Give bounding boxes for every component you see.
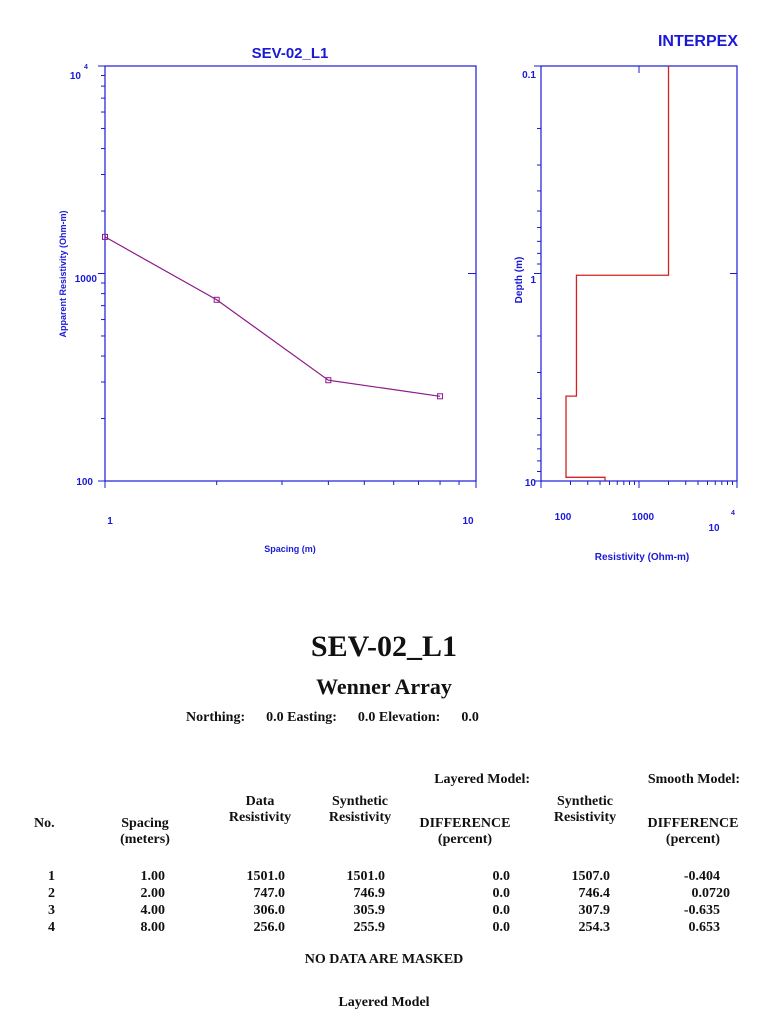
- model-y-tick-label: 1: [530, 275, 536, 286]
- cell-diff-layered: 0.0: [492, 903, 511, 918]
- cell-diff-layered: 0.0: [492, 869, 511, 884]
- cell-syn-smooth: 254.3: [578, 920, 611, 935]
- curve-line: [104, 236, 441, 397]
- cell-syn-layered: 746.9: [353, 886, 386, 901]
- cell-spacing: 8.00: [140, 920, 166, 935]
- col-spacing-header: Spacing: [121, 816, 169, 831]
- curve-chart-xlabel: Spacing (m): [264, 544, 316, 554]
- cell-no: 4: [48, 920, 55, 935]
- curve-y-tick-label: 10: [70, 71, 82, 82]
- data-point-marker: [213, 296, 220, 303]
- col-difference-layered-header: DIFFERENCE: [419, 816, 511, 831]
- layered-model-title: Layered Model: [338, 995, 430, 1010]
- cell-syn-smooth: 746.4: [578, 886, 611, 901]
- plots-svg: INTERPEX SEV-02_L1 Spacing (m) Apparent …: [58, 33, 738, 563]
- plots-area: INTERPEX SEV-02_L1 Spacing (m) Apparent …: [58, 33, 738, 563]
- cell-syn-layered: 305.9: [353, 903, 386, 918]
- cell-syn-layered: 255.9: [353, 920, 386, 935]
- curve-x-tick-label: 10: [462, 516, 474, 527]
- report-subtitle: Wenner Array: [316, 674, 452, 699]
- cell-data: 256.0: [253, 920, 286, 935]
- col-synthetic-smooth-header: Synthetic: [557, 794, 613, 809]
- curve-y-tick-exponent: 4: [84, 64, 88, 71]
- col-data-resistivity-header: Resistivity: [228, 810, 292, 825]
- mask-note: NO DATA ARE MASKED: [304, 952, 464, 967]
- cell-syn-smooth: 307.9: [578, 903, 611, 918]
- model-x-tick-exponent: 4: [731, 510, 735, 517]
- cell-syn-layered: 1501.0: [346, 869, 386, 884]
- model-x-tick-label: 100: [555, 512, 572, 523]
- model-x-tick-label: 1000: [632, 512, 655, 523]
- data-point-marker: [437, 393, 444, 400]
- model-chart-xlabel: Resistivity (Ohm-m): [595, 552, 689, 563]
- cell-data: 306.0: [253, 903, 286, 918]
- model-y-tick-label: 0.1: [522, 70, 536, 81]
- model-series: [565, 66, 670, 481]
- model-chart-ticks: [534, 65, 738, 488]
- cell-diff-smooth: 0.0720: [691, 886, 731, 901]
- cell-no: 2: [48, 886, 55, 901]
- model-chart-ylabel: Depth (m): [514, 257, 525, 304]
- cell-syn-smooth: 1507.0: [571, 869, 611, 884]
- col-percent-smooth: (percent): [665, 832, 721, 847]
- brand-label: INTERPEX: [658, 33, 738, 50]
- cell-data: 747.0: [253, 886, 286, 901]
- col-synthetic-smooth-resistivity: Resistivity: [553, 810, 617, 825]
- cell-diff-layered: 0.0: [492, 886, 511, 901]
- layered-model-line: [565, 66, 670, 481]
- curve-chart-title: SEV-02_L1: [252, 45, 329, 62]
- curve-chart-ticks: [98, 65, 477, 488]
- model-chart: Resistivity (Ohm-m) Depth (m) 100 1000 1…: [514, 65, 738, 563]
- cell-diff-smooth: -0.635: [683, 903, 720, 918]
- curve-y-tick-label: 100: [76, 477, 93, 488]
- model-y-tick-label: 10: [525, 478, 537, 489]
- model-x-tick-label: 10: [708, 523, 720, 534]
- report-coordinates: Northing: 0.0 Easting: 0.0 Elevation: 0.…: [186, 710, 479, 725]
- data-point-marker: [325, 377, 332, 384]
- report-title: SEV-02_L1: [310, 630, 458, 663]
- cell-data: 1501.0: [246, 869, 286, 884]
- layered-model-header: Layered Model:: [434, 772, 530, 787]
- col-spacing-units: (meters): [120, 832, 170, 847]
- col-synthetic-layered-header: Synthetic: [332, 794, 388, 809]
- curve-x-tick-label: 1: [107, 516, 113, 527]
- cell-diff-smooth: -0.404: [683, 869, 720, 884]
- smooth-model-header: Smooth Model:: [647, 772, 740, 787]
- cell-spacing: 1.00: [140, 869, 166, 884]
- col-no-header: No.: [34, 816, 55, 831]
- col-difference-smooth-header: DIFFERENCE: [647, 816, 739, 831]
- cell-no: 3: [48, 903, 55, 918]
- curve-chart: SEV-02_L1 Spacing (m) Apparent Resistivi…: [58, 45, 477, 554]
- col-synthetic-layered-resistivity: Resistivity: [328, 810, 392, 825]
- cell-spacing: 2.00: [140, 886, 166, 901]
- cell-no: 1: [48, 869, 55, 884]
- curve-y-tick-label: 1000: [75, 274, 98, 285]
- cell-diff-layered: 0.0: [492, 920, 511, 935]
- col-percent-layered: (percent): [437, 832, 493, 847]
- col-data-header: Data: [245, 794, 275, 809]
- cell-diff-smooth: 0.653: [688, 920, 721, 935]
- curve-chart-ylabel: Apparent Resistivity (Ohm-m): [58, 210, 68, 337]
- curve-chart-frame: [104, 65, 477, 482]
- model-chart-frame: [540, 65, 738, 482]
- data-point-marker: [102, 233, 108, 240]
- curve-series: [102, 233, 444, 400]
- cell-spacing: 4.00: [140, 903, 166, 918]
